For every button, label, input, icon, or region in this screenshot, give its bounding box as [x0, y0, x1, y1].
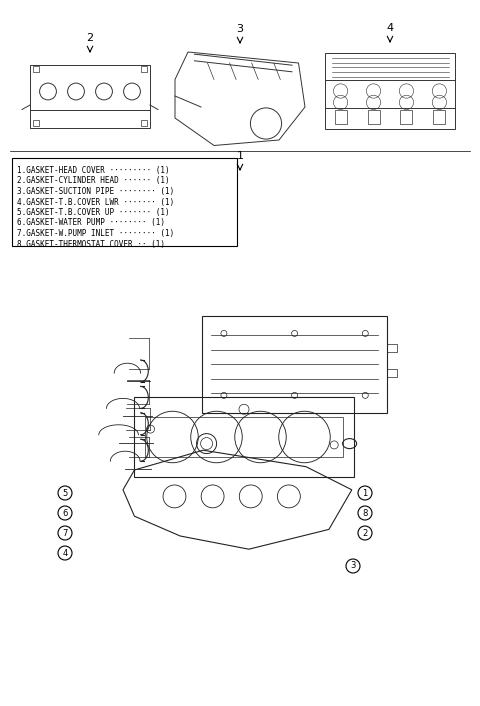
Text: 1: 1 — [362, 489, 368, 498]
Circle shape — [358, 526, 372, 540]
Text: 8: 8 — [362, 508, 368, 517]
Text: 5: 5 — [62, 489, 68, 498]
Text: 1: 1 — [237, 151, 243, 161]
Text: 4: 4 — [386, 23, 394, 33]
Text: 5.GASKET-T.B.COVER UP ······· (1): 5.GASKET-T.B.COVER UP ······· (1) — [17, 208, 169, 217]
Text: 8.GASKET-THERMOSTAT COVER ·· (1): 8.GASKET-THERMOSTAT COVER ·· (1) — [17, 239, 165, 249]
Circle shape — [358, 486, 372, 500]
Text: 6: 6 — [62, 508, 68, 517]
Circle shape — [58, 506, 72, 520]
Circle shape — [346, 559, 360, 573]
Text: 3: 3 — [237, 24, 243, 34]
Text: 3: 3 — [350, 561, 356, 570]
Text: 3.GASKET-SUCTION PIPE ········ (1): 3.GASKET-SUCTION PIPE ········ (1) — [17, 187, 174, 196]
Circle shape — [58, 546, 72, 560]
Circle shape — [58, 526, 72, 540]
Text: 7.GASKET-W.PUMP INLET ········ (1): 7.GASKET-W.PUMP INLET ········ (1) — [17, 229, 174, 238]
Text: 2: 2 — [86, 33, 94, 43]
Circle shape — [58, 486, 72, 500]
Text: 4: 4 — [62, 549, 68, 558]
Text: 7: 7 — [62, 529, 68, 537]
Circle shape — [358, 506, 372, 520]
Text: 4.GASKET-T.B.COVER LWR ······· (1): 4.GASKET-T.B.COVER LWR ······· (1) — [17, 198, 174, 206]
Text: 1.GASKET-HEAD COVER ········· (1): 1.GASKET-HEAD COVER ········· (1) — [17, 166, 169, 175]
Text: 2: 2 — [362, 529, 368, 537]
Text: 2.GASKET-CYLINDER HEAD ······ (1): 2.GASKET-CYLINDER HEAD ······ (1) — [17, 176, 169, 186]
Text: 6.GASKET-WATER PUMP ········ (1): 6.GASKET-WATER PUMP ········ (1) — [17, 218, 165, 227]
